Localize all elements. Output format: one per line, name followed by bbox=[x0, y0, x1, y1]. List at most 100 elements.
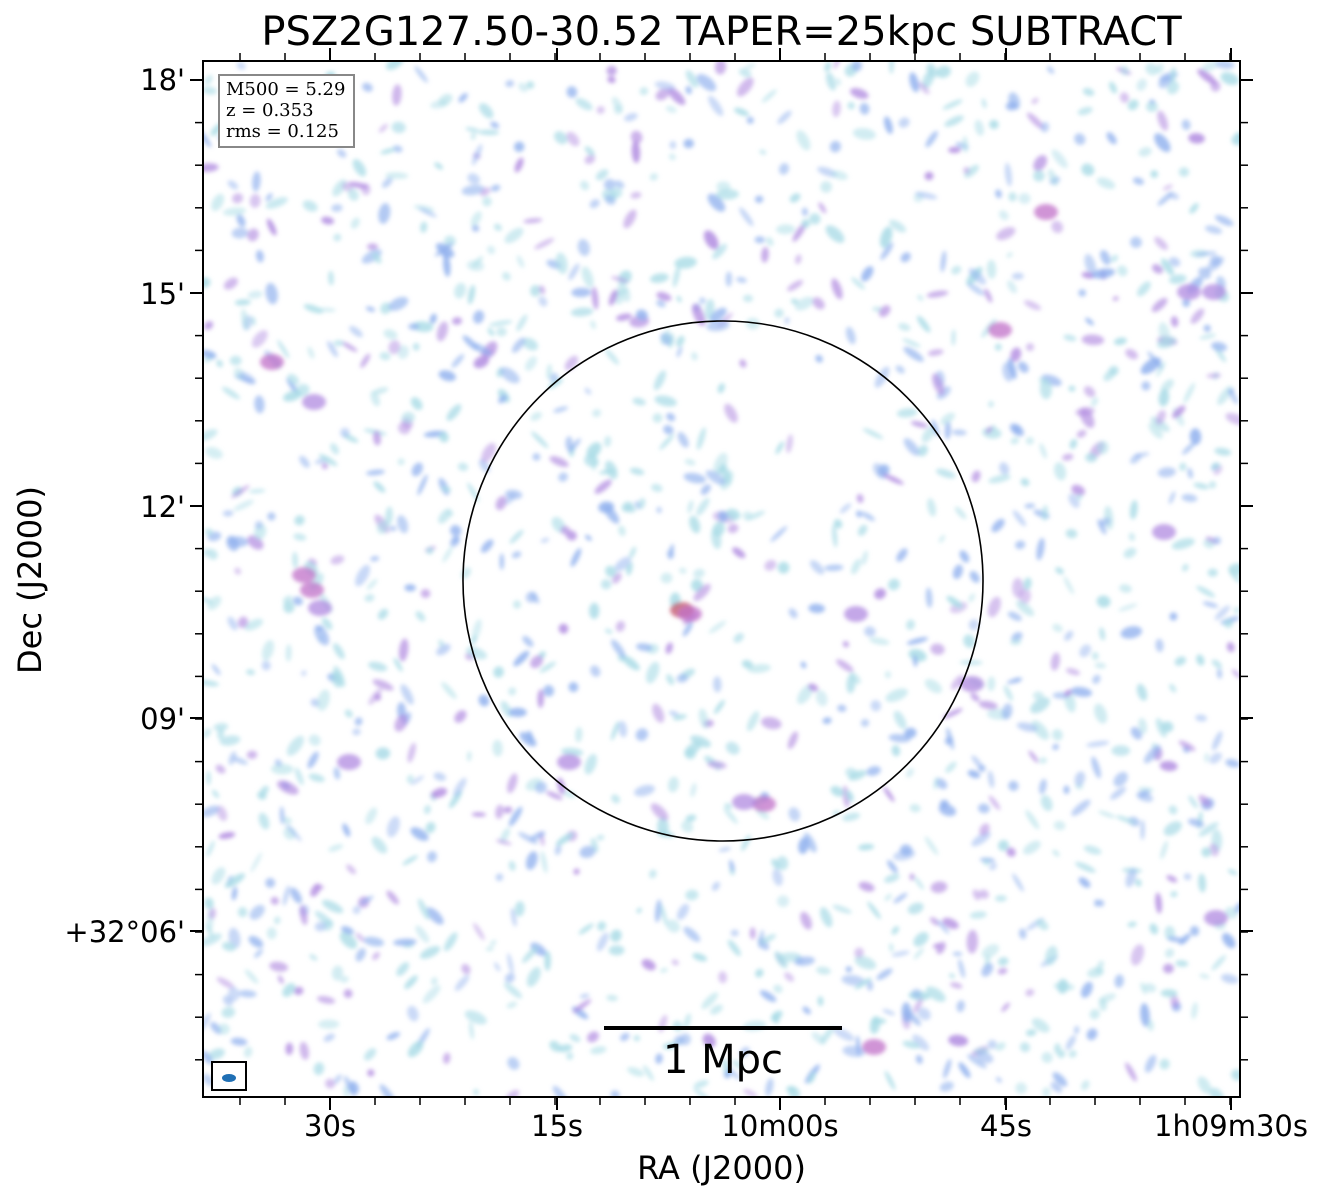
noise-blob bbox=[660, 328, 670, 345]
noise-blob bbox=[1214, 605, 1231, 621]
noise-blob bbox=[744, 63, 756, 70]
noise-blob bbox=[270, 896, 279, 905]
noise-blob bbox=[584, 753, 597, 775]
noise-blob bbox=[479, 103, 494, 119]
noise-blob bbox=[487, 328, 495, 336]
noise-blob bbox=[1191, 1002, 1198, 1020]
noise-blob bbox=[656, 291, 672, 302]
noise-blob bbox=[893, 892, 908, 904]
noise-blob bbox=[467, 173, 480, 185]
noise-blob bbox=[407, 742, 416, 763]
noise-blob bbox=[530, 655, 544, 669]
noise-blob bbox=[1154, 133, 1171, 153]
noise-blob bbox=[386, 890, 399, 905]
noise-blob bbox=[772, 868, 783, 886]
noise-blob bbox=[1188, 795, 1198, 809]
noise-blob bbox=[1052, 623, 1063, 633]
noise-blob bbox=[1023, 577, 1032, 590]
noise-blob bbox=[929, 917, 940, 926]
noise-blob bbox=[355, 948, 366, 962]
noise-blob bbox=[1063, 785, 1070, 795]
noise-blob bbox=[580, 180, 590, 191]
noise-blob bbox=[962, 136, 969, 153]
noise-blob bbox=[1171, 538, 1195, 550]
noise-blob bbox=[244, 969, 259, 984]
noise-blob bbox=[1170, 66, 1176, 84]
noise-blob bbox=[635, 728, 649, 741]
noise-blob bbox=[676, 673, 689, 683]
noise-blob bbox=[1020, 478, 1030, 487]
noise-blob bbox=[530, 592, 540, 604]
noise-blob bbox=[249, 904, 265, 920]
noise-blob bbox=[967, 770, 981, 779]
noise-blob bbox=[924, 171, 934, 181]
bright-source bbox=[752, 796, 776, 812]
noise-blob bbox=[1155, 410, 1166, 425]
noise-blob bbox=[696, 497, 710, 516]
noise-blob bbox=[652, 413, 663, 423]
scale-bar-label: 1 Mpc bbox=[662, 1037, 784, 1083]
noise-blob bbox=[339, 931, 358, 949]
bright-source bbox=[678, 606, 702, 622]
noise-blob bbox=[205, 446, 223, 459]
noise-blob bbox=[948, 146, 961, 154]
noise-blob bbox=[221, 386, 241, 400]
noise-blob bbox=[1083, 845, 1102, 855]
noise-blob bbox=[676, 903, 690, 920]
noise-blob bbox=[215, 764, 226, 774]
noise-blob bbox=[724, 403, 738, 423]
noise-blob bbox=[654, 899, 662, 923]
noise-blob bbox=[846, 673, 856, 694]
beam-box bbox=[211, 1061, 247, 1091]
noise-blob bbox=[604, 628, 613, 634]
noise-blob bbox=[1094, 899, 1100, 907]
noise-blob bbox=[464, 1010, 487, 1025]
noise-blob bbox=[1212, 731, 1223, 751]
noise-blob bbox=[368, 688, 382, 705]
noise-blob bbox=[1119, 584, 1132, 593]
noise-blob bbox=[575, 98, 593, 111]
noise-blob bbox=[1213, 536, 1222, 545]
noise-blob bbox=[204, 1073, 214, 1086]
noise-blob bbox=[328, 844, 344, 852]
noise-blob bbox=[830, 786, 844, 797]
noise-blob bbox=[231, 886, 238, 901]
noise-blob bbox=[629, 467, 645, 476]
noise-blob bbox=[998, 839, 1009, 852]
noise-blob bbox=[266, 218, 277, 236]
noise-blob bbox=[1010, 437, 1020, 445]
noise-blob bbox=[1163, 821, 1182, 836]
noise-blob bbox=[608, 289, 618, 306]
noise-blob bbox=[407, 1005, 419, 1022]
noise-blob bbox=[216, 359, 223, 368]
noise-blob bbox=[970, 692, 980, 702]
noise-blob bbox=[777, 561, 790, 574]
noise-blob bbox=[969, 570, 980, 583]
noise-blob bbox=[286, 735, 304, 756]
noise-blob bbox=[660, 572, 673, 584]
noise-blob bbox=[666, 412, 676, 422]
noise-blob bbox=[1161, 721, 1174, 733]
noise-blob bbox=[518, 82, 528, 93]
noise-blob bbox=[1231, 1069, 1239, 1081]
noise-blob bbox=[341, 926, 354, 935]
noise-blob bbox=[590, 837, 599, 853]
noise-blob bbox=[801, 207, 808, 216]
noise-blob bbox=[676, 335, 685, 347]
noise-blob bbox=[372, 387, 389, 395]
noise-blob bbox=[1182, 441, 1196, 455]
noise-blob bbox=[378, 203, 391, 224]
noise-blob bbox=[1198, 267, 1211, 280]
noise-blob bbox=[1094, 965, 1104, 975]
noise-blob bbox=[883, 474, 904, 485]
noise-blob bbox=[321, 617, 333, 630]
x-axis-label: RA (J2000) bbox=[637, 1149, 806, 1187]
noise-blob bbox=[952, 564, 963, 580]
noise-blob bbox=[372, 679, 394, 691]
noise-blob bbox=[1119, 92, 1130, 103]
noise-blob bbox=[327, 340, 338, 358]
noise-blob bbox=[1228, 388, 1239, 405]
noise-blob bbox=[508, 687, 517, 696]
noise-blob bbox=[544, 951, 551, 971]
noise-blob bbox=[1077, 106, 1093, 116]
